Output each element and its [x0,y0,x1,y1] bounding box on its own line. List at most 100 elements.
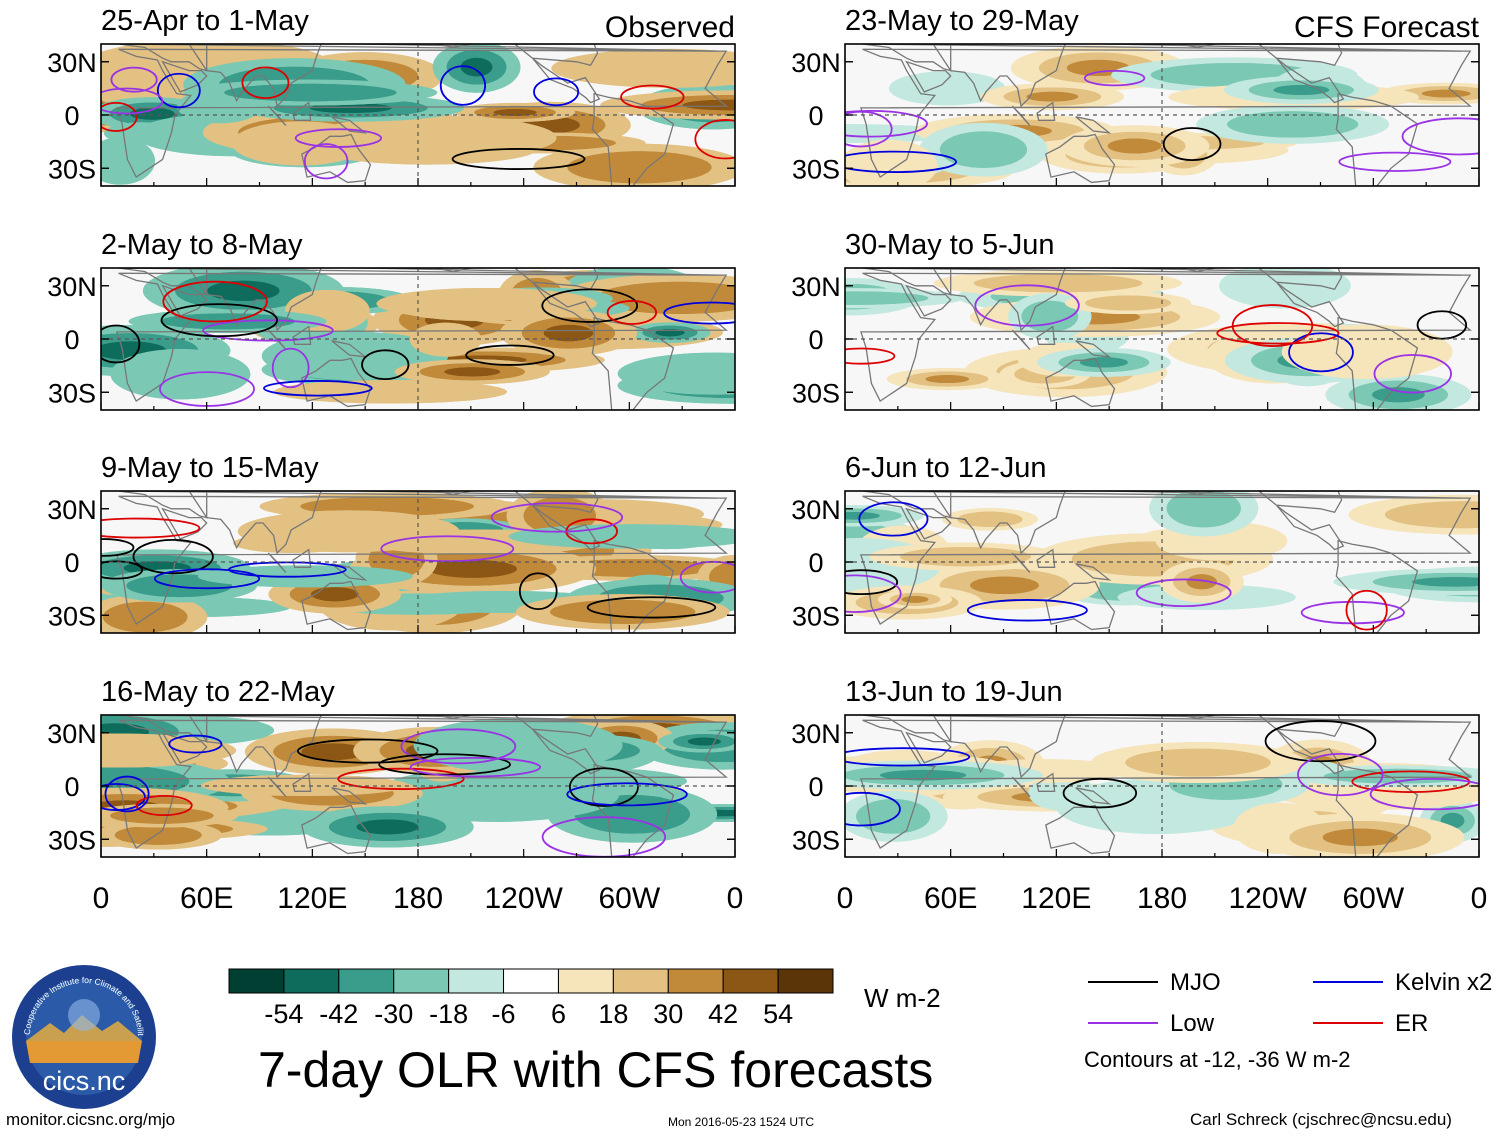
coastline [513,715,601,775]
x-tick-label: 120W [1228,882,1307,915]
coastline [267,105,287,127]
y-tick-label: 0 [808,772,823,802]
colorbar-swatch [722,968,779,994]
coastline [1335,763,1419,857]
coastline [301,357,372,408]
anomaly-shade [970,576,1039,595]
coastline [950,715,1066,779]
anomaly-shade [551,48,735,88]
coastline [1075,563,1112,581]
anomaly-shade [310,587,359,602]
colorbar-swatch [667,968,724,994]
anomaly-contour [966,599,1088,622]
coastline [905,731,952,764]
y-tick-label: 30N [791,272,841,302]
x-tick-label: 120W [484,882,563,915]
anomaly-contour [541,288,639,323]
panel-date-label: 9-May to 15-May [101,452,319,484]
anomaly-contour [104,775,150,813]
anomaly-shade [1227,111,1359,138]
y-tick-label: 30N [47,48,97,78]
colorbar-swatch [283,968,340,994]
anomaly-contour [845,150,958,173]
anomaly-contour [162,280,268,323]
y-tick-label: 0 [64,101,79,131]
y-tick-label: 30S [48,154,96,184]
anomaly-contour [1297,752,1384,797]
anomaly-contour [400,728,517,765]
coastline [860,272,1472,403]
anomaly-shade [356,819,419,835]
colorbar-swatch [393,968,450,994]
coastline [1257,491,1345,551]
coastline [118,268,718,296]
y-tick-label: 0 [808,548,823,578]
colorbar-tick-label: 18 [598,999,628,1029]
coastline [862,268,1462,296]
anomaly-shade [682,99,735,111]
anomaly-shade [1079,357,1128,368]
anomaly-shade [1125,748,1271,777]
coastline [206,715,322,779]
coastline [435,715,471,720]
x-tick-label: 120E [277,882,347,915]
coastline [1011,552,1031,574]
y-tick-label: 0 [808,101,823,131]
coastline [905,507,952,540]
coastline [905,284,952,317]
panel-observed-4: 30N 0 30S 16-May to 22-May [47,676,736,858]
y-tick-label: 0 [808,325,823,355]
anomaly-contour [409,756,542,778]
anomaly-contour [533,77,580,107]
anomaly-contour [153,568,261,590]
anomaly-contour [361,349,410,380]
y-tick-label: 30N [47,495,97,525]
anomaly-contour [1062,777,1138,809]
coastline [1179,715,1215,720]
anomaly-shade [413,717,623,773]
coastline [1335,539,1419,633]
coastline [513,268,601,328]
anomaly-contour [241,66,290,100]
coastline [435,491,471,496]
y-tick-label: 30S [792,154,840,184]
anomaly-shade [207,280,280,301]
coastline [292,325,312,345]
x-tick-label: 60E [924,882,977,915]
website-url[interactable]: monitor.cicsnc.org/mjo [6,1110,176,1129]
anomaly-shade [1281,324,1453,380]
coastline [1045,804,1116,855]
anomaly-contour [1416,310,1468,340]
coastline [1011,329,1031,351]
colorbar-swatch [777,968,834,994]
anomaly-shade [1322,828,1398,847]
coastline [435,44,471,49]
anomaly-contour [518,572,558,611]
anomaly-contour [101,517,201,539]
colorbar: -54 -42 -30 -18 -6 6 18 30 42 54 [228,968,834,1029]
anomaly-contour [845,574,902,613]
legend-label-low: Low [1170,1010,1215,1037]
coastline [862,491,1462,519]
anomaly-contour [101,324,141,364]
y-tick-label: 30S [792,825,840,855]
y-tick-label: 0 [64,772,79,802]
anomaly-contour [101,101,138,132]
coastline [1179,268,1215,273]
coastline [862,44,1462,72]
coastline [301,133,372,184]
anomaly-shade [888,71,1006,106]
anomaly-contour [1373,354,1452,394]
anomaly-shade [901,595,929,603]
anomaly-contour [845,109,928,138]
anomaly-contour [439,65,487,106]
anomaly-shade [595,281,735,314]
coastline [267,776,287,798]
anomaly-contour [1369,777,1479,811]
anomaly-shade [687,737,721,746]
anomaly-contour [1162,127,1222,162]
legend-label-kelvin-x2: Kelvin x2 [1395,969,1492,996]
y-tick-label: 0 [64,325,79,355]
panel-forecast-1: 30N 0 30S 23-May to 29-May [791,5,1480,187]
coastline [1045,133,1116,184]
